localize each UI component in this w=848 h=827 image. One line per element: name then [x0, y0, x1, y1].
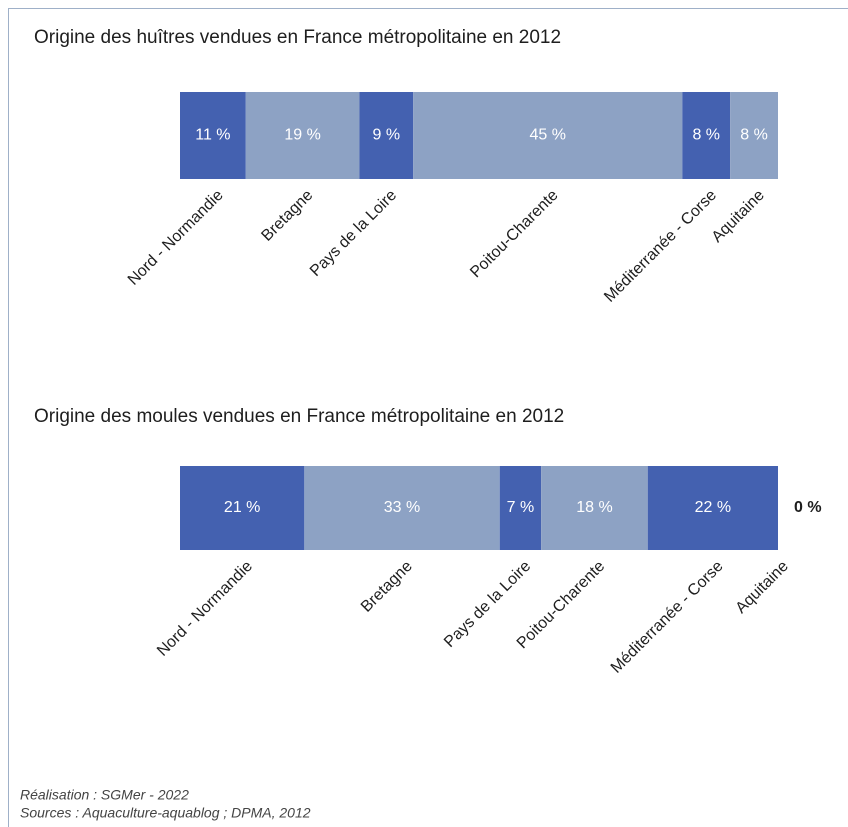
bar-segment	[730, 92, 778, 179]
value-label: 8 %	[740, 127, 768, 144]
category-label: Méditerranée - Corse	[601, 187, 720, 306]
value-label: 18 %	[576, 499, 612, 516]
credit: Réalisation : SGMer - 2022	[20, 787, 189, 803]
bar-segment	[304, 466, 500, 550]
value-label: 33 %	[384, 499, 420, 516]
bar-segment	[499, 466, 542, 550]
bar-segment	[413, 92, 683, 179]
sources: Sources : Aquaculture-aquablog ; DPMA, 2…	[20, 805, 311, 821]
category-label: Poitou-Charente	[467, 187, 561, 281]
value-label: 22 %	[695, 499, 731, 516]
value-label: 7 %	[507, 499, 535, 516]
value-label: 0 %	[794, 499, 822, 516]
bar-segment	[682, 92, 731, 179]
bar-segment	[359, 92, 414, 179]
chart-title: Origine des huîtres vendues en France mé…	[34, 27, 561, 48]
value-label: 45 %	[530, 127, 566, 144]
category-label: Nord - Normandie	[125, 187, 227, 289]
value-label: 9 %	[373, 127, 401, 144]
category-label: Bretagne	[258, 187, 316, 245]
category-label: Aquitaine	[709, 187, 768, 246]
category-label: Bretagne	[358, 558, 416, 616]
value-label: 21 %	[224, 499, 260, 516]
bar-segment	[541, 466, 648, 550]
bar-segment	[245, 92, 360, 179]
chart-title: Origine des moules vendues en France mét…	[34, 406, 564, 427]
category-label: Méditerranée - Corse	[608, 558, 727, 677]
value-label: 11 %	[195, 127, 230, 144]
category-label: Nord - Normandie	[154, 558, 256, 660]
value-label: 19 %	[284, 127, 320, 144]
bar-segment	[180, 92, 246, 179]
category-label: Aquitaine	[733, 558, 792, 617]
category-label: Pays de la Loire	[307, 187, 400, 280]
bar-segment	[180, 466, 305, 550]
value-label: 8 %	[692, 127, 720, 144]
bar-segment	[647, 466, 778, 550]
